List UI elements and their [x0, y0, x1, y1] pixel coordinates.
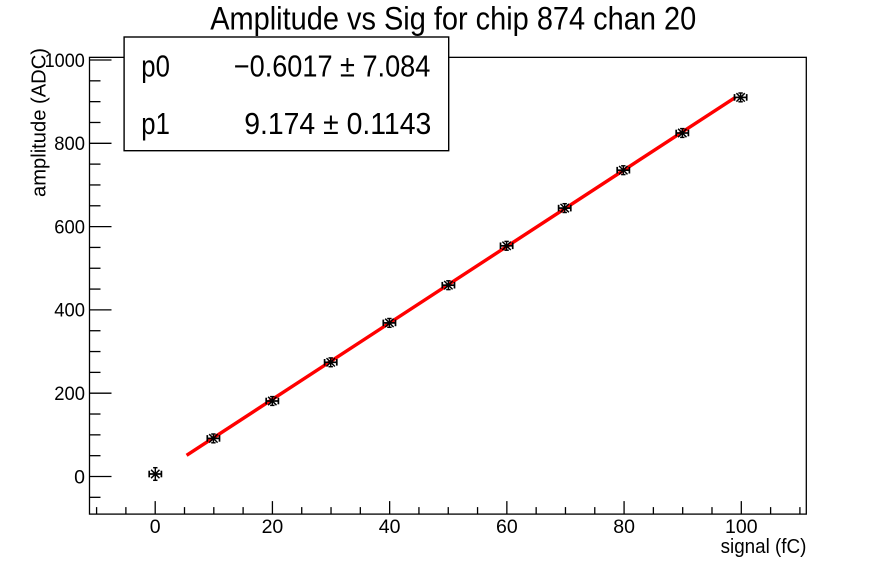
svg-text:Amplitude vs Sig for chip 874: Amplitude vs Sig for chip 874 chan 20	[210, 0, 696, 36]
svg-text:600: 600	[54, 216, 85, 238]
svg-text:signal (fC): signal (fC)	[721, 535, 807, 558]
svg-text:800: 800	[54, 133, 85, 155]
svg-text:200: 200	[54, 383, 85, 405]
svg-text:p0: p0	[141, 50, 170, 84]
svg-text:400: 400	[54, 300, 85, 322]
svg-text:1000: 1000	[45, 50, 85, 72]
svg-text:20: 20	[262, 516, 284, 538]
svg-text:60: 60	[496, 516, 518, 538]
svg-text:40: 40	[379, 516, 401, 538]
svg-text:amplitude (ADC): amplitude (ADC)	[28, 48, 51, 197]
svg-text:0: 0	[150, 516, 161, 538]
svg-text:0: 0	[74, 466, 85, 488]
svg-text:80: 80	[613, 516, 635, 538]
svg-text:9.174 ± 0.1143: 9.174 ± 0.1143	[244, 107, 431, 141]
svg-text:p1: p1	[141, 107, 170, 141]
svg-text:−0.6017 ± 7.084: −0.6017 ± 7.084	[234, 50, 431, 84]
svg-text:100: 100	[725, 516, 758, 538]
